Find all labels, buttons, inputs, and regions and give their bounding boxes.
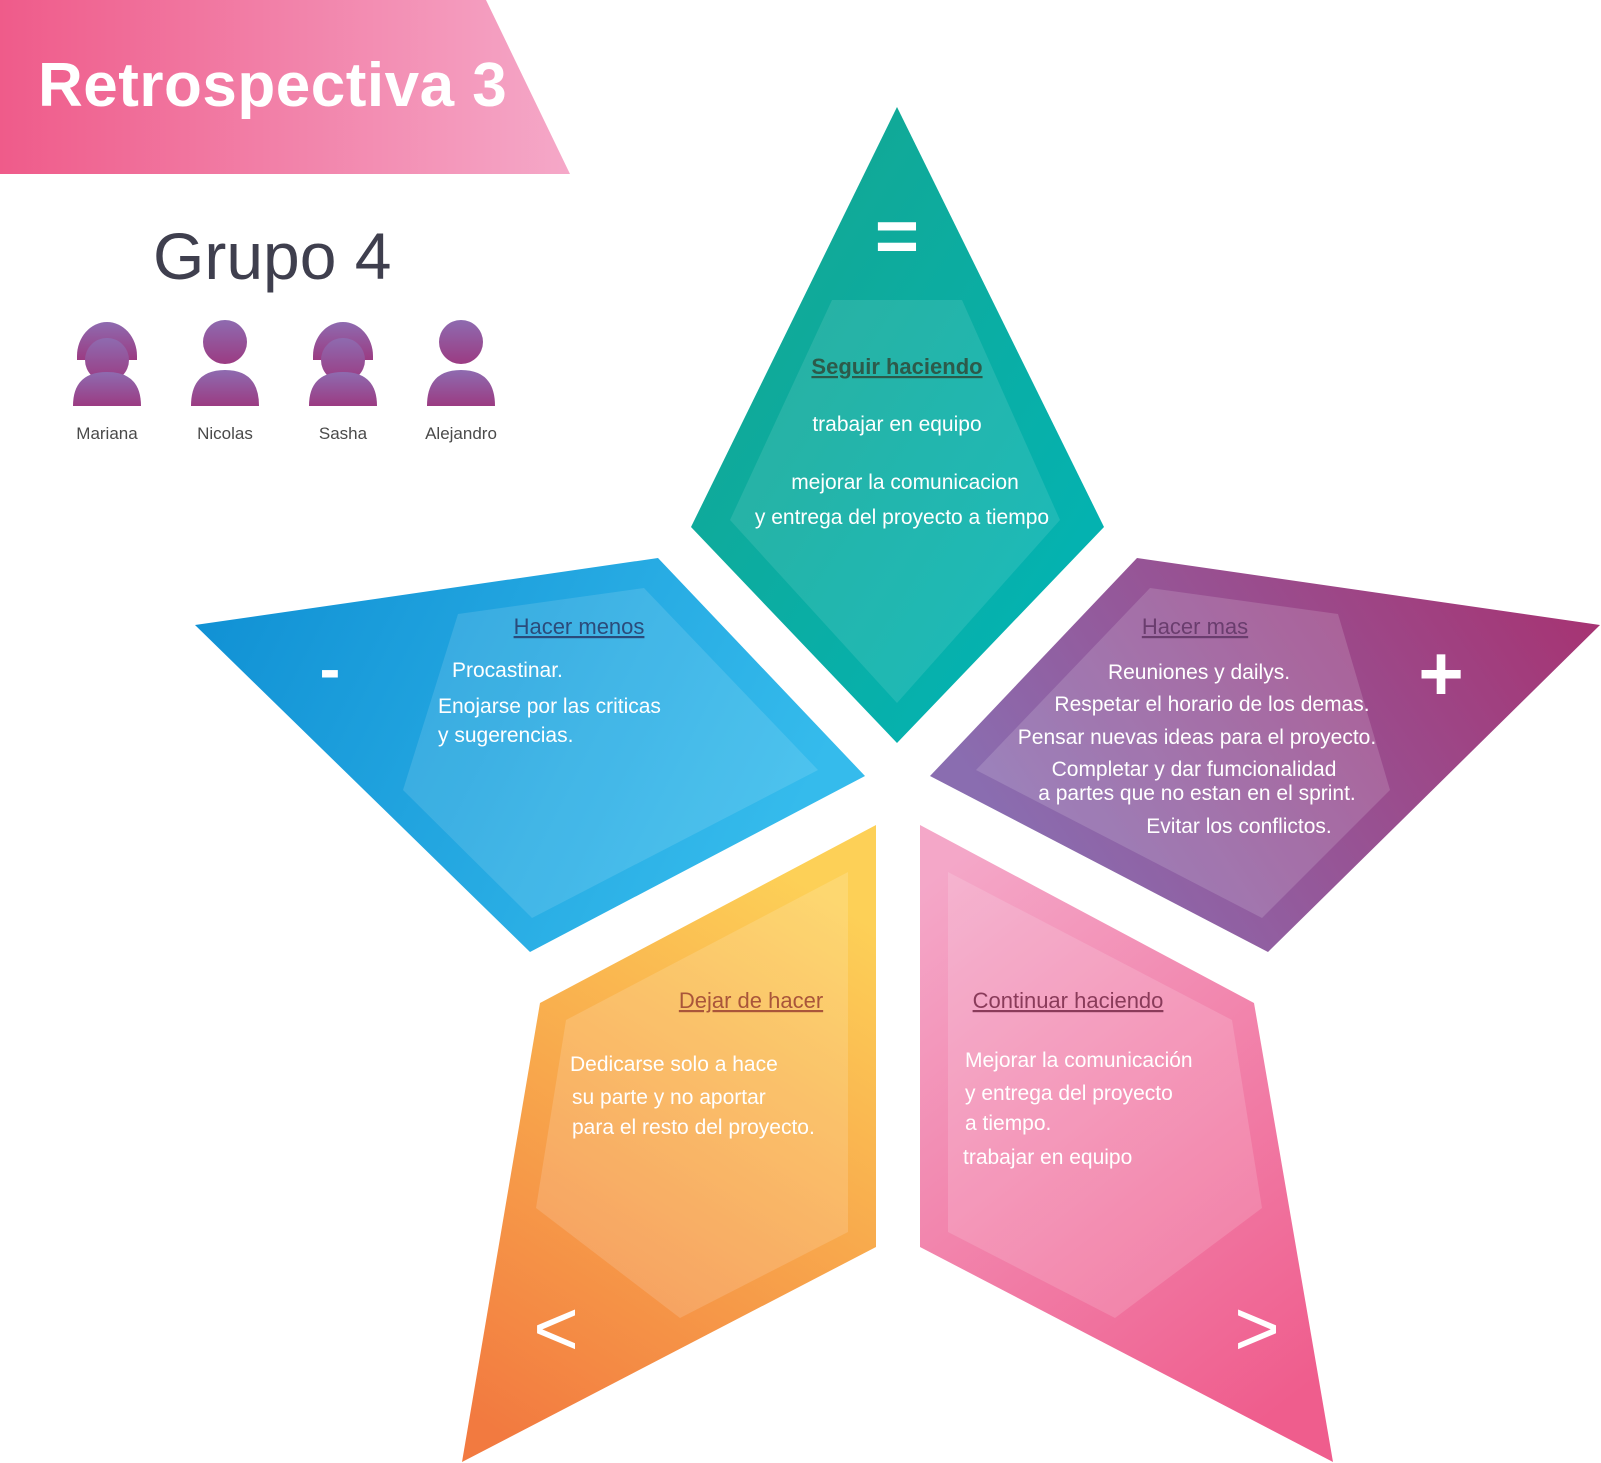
petal-dejar-de-hacer: < Dejar de hacer Dedicarse solo a hace s… xyxy=(462,825,876,1462)
petal-shape xyxy=(920,825,1333,1462)
group-title: Grupo 4 xyxy=(153,219,392,293)
petal-line: y entrega del proyecto a tiempo xyxy=(755,506,1049,529)
petal-line: Completar y dar fumcionalidad xyxy=(1052,758,1337,781)
petal-line: Pensar nuevas ideas para el proyecto. xyxy=(1018,726,1376,749)
petal-continuar-haciendo: > Continuar haciendo Mejorar la comunica… xyxy=(920,825,1333,1462)
female-user-icon xyxy=(73,322,141,406)
member-alejandro: Alejandro xyxy=(406,320,516,444)
member-name: Sasha xyxy=(318,424,368,443)
member-name: Nicolas xyxy=(197,424,253,443)
petal-line: mejorar la comunicacion xyxy=(791,471,1019,494)
male-user-icon xyxy=(427,320,495,406)
petal-line: a tiempo. xyxy=(965,1112,1051,1135)
petal-line: a partes que no estan en el sprint. xyxy=(1038,782,1356,805)
petal-line: Procastinar. xyxy=(452,659,563,682)
petal-title: Continuar haciendo xyxy=(973,988,1164,1013)
greater-than-symbol: > xyxy=(1234,1284,1280,1372)
banner-shape xyxy=(0,0,570,174)
member-name: Alejandro xyxy=(425,424,497,443)
petal-line: y entrega del proyecto xyxy=(965,1082,1173,1105)
petal-line: trabajar en equipo xyxy=(963,1146,1132,1169)
petal-line: Respetar el horario de los demas. xyxy=(1054,693,1369,716)
equals-symbol: = xyxy=(875,194,919,279)
petal-title: Hacer menos xyxy=(514,614,645,639)
petal-line: su parte y no aportar xyxy=(572,1086,766,1109)
female-user-icon xyxy=(309,322,377,406)
petal-line: Dedicarse solo a hace xyxy=(570,1053,778,1076)
petal-line: y sugerencias. xyxy=(438,724,573,747)
petal-inner-panel xyxy=(730,300,1060,703)
petal-line: Mejorar la comunicación xyxy=(965,1049,1193,1072)
petal-title: Seguir haciendo xyxy=(811,354,982,379)
member-name: Mariana xyxy=(76,424,138,443)
petal-shape xyxy=(930,558,1600,952)
minus-symbol: - xyxy=(320,635,341,704)
banner xyxy=(0,0,570,174)
male-user-icon xyxy=(191,320,259,406)
petal-title: Hacer mas xyxy=(1142,614,1248,639)
petal-inner-panel xyxy=(403,588,818,918)
banner-title: Retrospectiva 3 xyxy=(38,51,508,120)
member-mariana: Mariana xyxy=(52,320,162,444)
petal-line: Evitar los conflictos. xyxy=(1146,815,1332,838)
petal-inner-panel xyxy=(948,872,1262,1318)
petal-line: Enojarse por las criticas xyxy=(438,695,661,718)
petal-inner-panel xyxy=(976,588,1390,918)
petal-hacer-mas: + Hacer mas Reuniones y dailys. Respetar… xyxy=(930,558,1600,952)
petal-seguir-haciendo: = Seguir haciendo trabajar en equipo mej… xyxy=(691,107,1104,743)
plus-symbol: + xyxy=(1418,629,1464,717)
petal-shape xyxy=(195,558,865,952)
member-nicolas: Nicolas xyxy=(170,320,280,444)
less-than-symbol: < xyxy=(533,1284,579,1372)
member-sasha: Sasha xyxy=(288,320,398,444)
petal-inner-panel xyxy=(536,872,848,1318)
petal-title: Dejar de hacer xyxy=(679,988,823,1013)
petal-shape xyxy=(691,107,1104,743)
petal-line: Reuniones y dailys. xyxy=(1108,661,1290,684)
petal-hacer-menos: - Hacer menos Procastinar. Enojarse por … xyxy=(195,558,865,952)
petal-shape xyxy=(462,825,876,1462)
petal-line: trabajar en equipo xyxy=(812,413,981,436)
petal-line: para el resto del proyecto. xyxy=(572,1116,815,1139)
